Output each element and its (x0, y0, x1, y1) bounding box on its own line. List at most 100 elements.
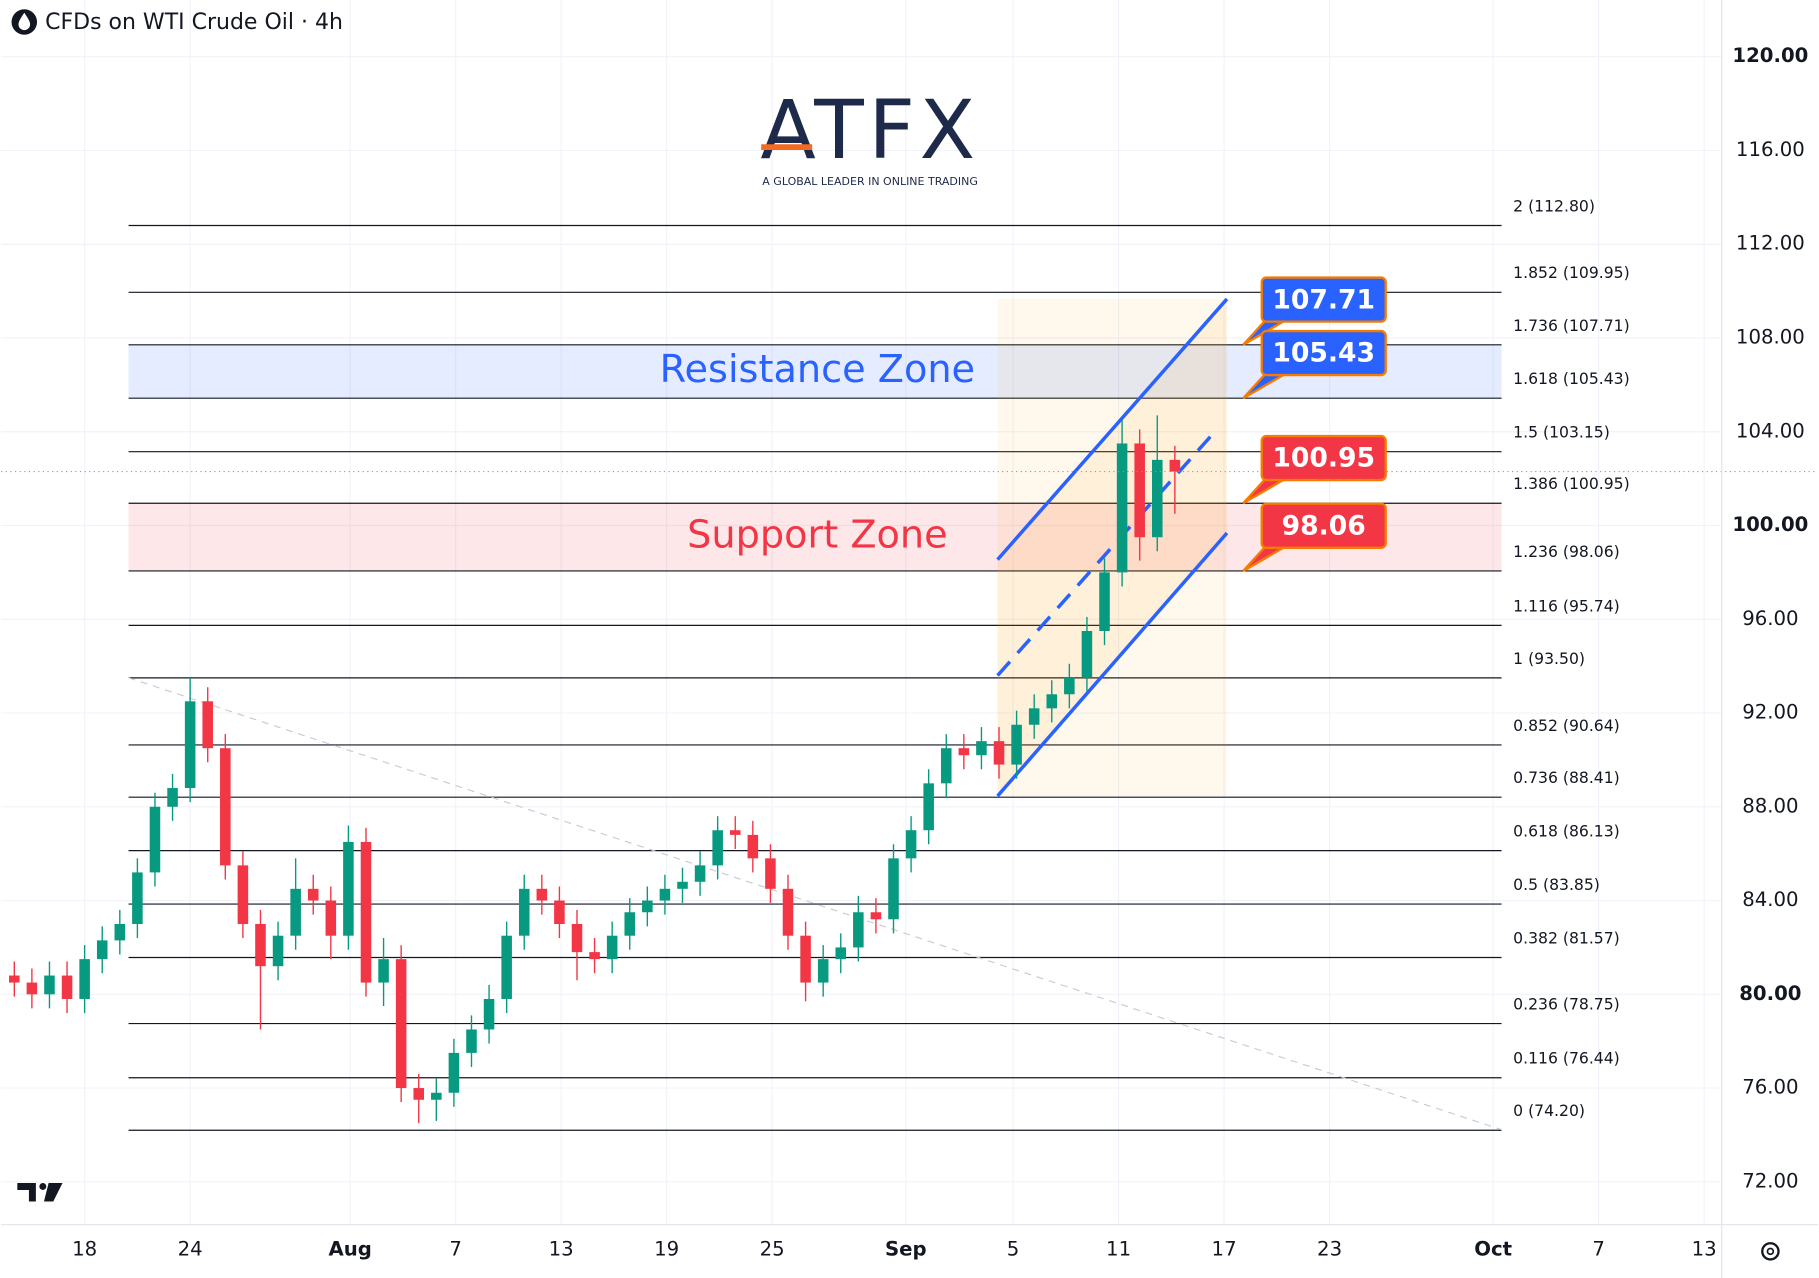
callout-box (1260, 329, 1387, 377)
x-tick-label: Oct (1474, 1238, 1512, 1261)
tv-logo-dot (39, 1182, 47, 1190)
gear-outer[interactable] (1761, 1242, 1780, 1261)
y-tick-label: 100.00 (1732, 513, 1808, 536)
candle-body (1011, 724, 1022, 765)
logo-tagline: A GLOBAL LEADER IN ONLINE TRADING (762, 175, 978, 188)
y-tick-label: 80.00 (1739, 982, 1801, 1005)
header: CFDs on WTI Crude Oil · 4h (11, 9, 343, 35)
fib-label: 1.852 (109.95) (1513, 263, 1630, 282)
candles (1, 415, 1818, 1124)
fib-label: 0.116 (76.44) (1513, 1049, 1620, 1068)
candle-body (1116, 443, 1128, 573)
candle-body (395, 959, 407, 1089)
candle-body (835, 947, 847, 960)
y-tick-label: 92.00 (1742, 701, 1798, 724)
candle-body (554, 900, 565, 924)
fib-label: 0.382 (81.57) (1513, 928, 1620, 947)
fib-label: 0.236 (78.75) (1513, 995, 1620, 1014)
callout-label: 98.06 (1282, 510, 1366, 541)
candle-body (923, 783, 934, 831)
candle-body (1081, 630, 1093, 678)
candle-body (993, 741, 1005, 765)
candle-body (431, 1092, 442, 1100)
candle-body (888, 858, 899, 920)
candle-body (501, 935, 512, 999)
candle-body (149, 806, 161, 873)
callouts: 107.71 105.43 100.95 98.06 (1242, 276, 1387, 572)
candle-body (378, 959, 389, 983)
candle-body (870, 912, 882, 920)
x-tick-label: 13 (549, 1238, 574, 1261)
candle-body (360, 841, 372, 983)
candle-body (272, 935, 284, 967)
y-tick-label: 96.00 (1742, 607, 1798, 630)
candle-body (624, 912, 636, 936)
zone-label: Support Zone (687, 514, 948, 558)
tv-logo-t (17, 1182, 36, 1202)
candle-body (44, 975, 55, 995)
candle-body (729, 830, 741, 835)
candle-body (958, 748, 970, 756)
y-tick-label: 116.00 (1736, 138, 1805, 161)
candle-body (765, 858, 776, 889)
callout-box (1260, 276, 1387, 323)
settings-button[interactable] (1761, 1242, 1780, 1261)
callout-box (1260, 502, 1387, 549)
logo: ATFX A GLOBAL LEADER IN ONLINE TRADING (760, 84, 978, 188)
axes: 120.00 116.00 112.00 108.00 104.00 100.00 96.0… (72, 44, 1808, 1260)
fib-label: 1.618 (105.43) (1513, 369, 1630, 388)
candle-body (606, 935, 618, 960)
candle-body (694, 865, 706, 882)
fib-retracement: 2 (112.80) 1.852 (109.95) 1.736 (107.71) 1.… (128, 196, 1630, 1131)
x-tick-label: 5 (1007, 1238, 1020, 1261)
x-tick-label: 18 (72, 1238, 97, 1261)
y-tick-label: 112.00 (1736, 232, 1805, 255)
candle-body (642, 900, 653, 913)
candle-body (448, 1052, 460, 1093)
candle-body (132, 872, 143, 924)
candle-body (747, 834, 759, 859)
candle-body (220, 748, 231, 866)
fib-label: 1.116 (95.74) (1513, 596, 1620, 615)
candle-body (466, 1029, 477, 1053)
x-tick-label: Sep (885, 1238, 927, 1261)
x-tick-label: 11 (1106, 1238, 1131, 1261)
x-tick-label: 24 (178, 1238, 203, 1261)
fib-label: 1 (93.50) (1513, 649, 1585, 668)
fib-label: 0.618 (86.13) (1513, 822, 1620, 841)
candle-body (659, 888, 671, 901)
candle-body (712, 830, 723, 866)
candle-body (114, 923, 126, 941)
y-tick-label: 76.00 (1742, 1076, 1798, 1099)
candle-body (1099, 572, 1110, 631)
fib-label: 0.736 (88.41) (1513, 768, 1620, 787)
fib-label: 2 (112.80) (1513, 196, 1595, 215)
trend-line (128, 677, 1502, 1131)
channel-upper (996, 297, 1229, 561)
callout-label: 107.71 (1272, 284, 1375, 315)
channel-fill (997, 298, 1227, 796)
candle-body (96, 940, 108, 960)
fib-label: 0.5 (83.85) (1513, 875, 1600, 894)
candle-body (167, 788, 178, 807)
candle-body (255, 923, 266, 967)
gear-inner[interactable] (1766, 1247, 1775, 1256)
tv-logo-v (43, 1182, 63, 1202)
fib-label: 1.5 (103.15) (1513, 423, 1610, 442)
candle-body (853, 912, 864, 948)
fib-label: 0 (74.20) (1513, 1101, 1585, 1120)
candle-body (782, 888, 794, 936)
channel-lower (996, 531, 1229, 798)
fib-label: 0.852 (90.64) (1513, 716, 1620, 735)
candle-body (1064, 677, 1075, 695)
x-tick-label: 19 (654, 1238, 679, 1261)
candle-body (79, 959, 90, 999)
candle-body (905, 830, 917, 859)
candle-body (817, 959, 829, 983)
grid (1, 0, 1722, 1225)
candle-body (536, 888, 548, 901)
fib-label: 1.736 (107.71) (1513, 316, 1630, 335)
